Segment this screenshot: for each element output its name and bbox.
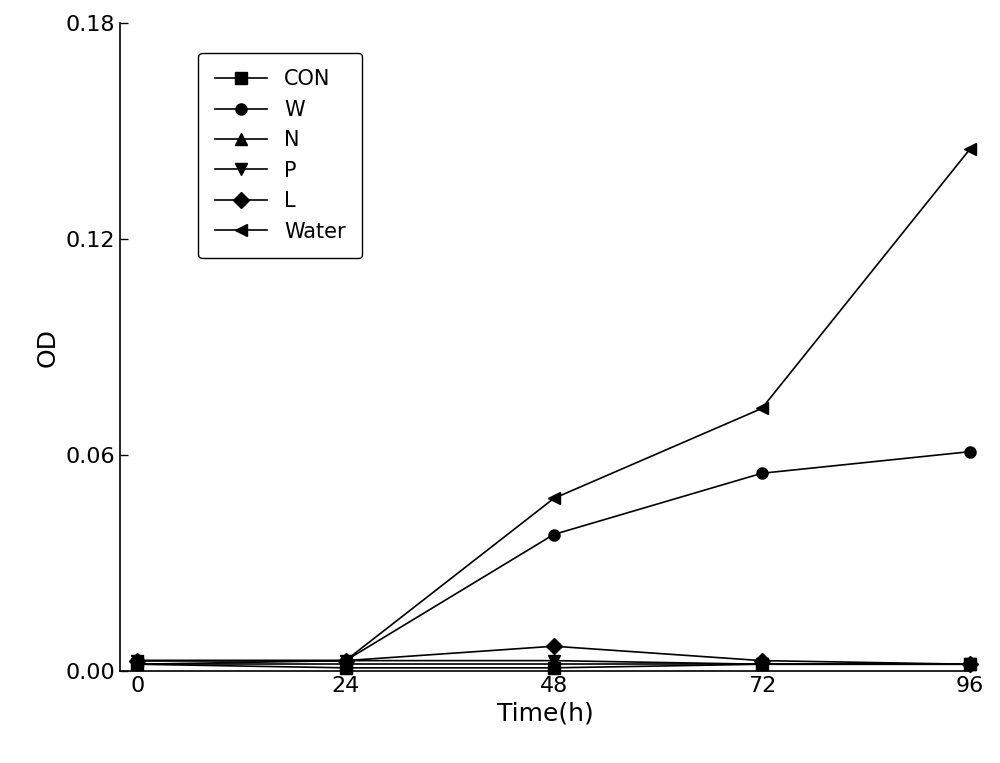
W bbox=[340, 656, 352, 665]
X-axis label: Time(h): Time(h) bbox=[497, 702, 593, 726]
L bbox=[131, 656, 143, 665]
W bbox=[756, 468, 768, 478]
Line: L: L bbox=[132, 641, 976, 670]
N bbox=[756, 660, 768, 669]
L bbox=[756, 656, 768, 665]
Line: Water: Water bbox=[132, 143, 976, 666]
W bbox=[131, 660, 143, 669]
Line: P: P bbox=[132, 655, 976, 670]
W bbox=[964, 447, 976, 456]
CON bbox=[340, 663, 352, 672]
Line: N: N bbox=[132, 658, 976, 670]
P bbox=[964, 660, 976, 669]
Water bbox=[548, 494, 560, 503]
N bbox=[548, 660, 560, 669]
Y-axis label: OD: OD bbox=[36, 327, 60, 367]
L bbox=[964, 660, 976, 669]
Line: W: W bbox=[132, 446, 976, 670]
CON bbox=[756, 660, 768, 669]
Legend: CON, W, N, P, L, Water: CON, W, N, P, L, Water bbox=[198, 53, 362, 258]
N bbox=[964, 660, 976, 669]
L bbox=[340, 656, 352, 665]
Water bbox=[964, 144, 976, 153]
N bbox=[340, 660, 352, 669]
Water bbox=[756, 404, 768, 413]
P bbox=[756, 660, 768, 669]
CON bbox=[131, 660, 143, 669]
CON bbox=[964, 660, 976, 669]
P bbox=[131, 656, 143, 665]
Line: CON: CON bbox=[132, 658, 976, 674]
P bbox=[340, 656, 352, 665]
Water bbox=[340, 656, 352, 665]
Water bbox=[131, 656, 143, 665]
W bbox=[548, 530, 560, 539]
L bbox=[548, 642, 560, 651]
N bbox=[131, 660, 143, 669]
P bbox=[548, 656, 560, 665]
CON bbox=[548, 663, 560, 672]
